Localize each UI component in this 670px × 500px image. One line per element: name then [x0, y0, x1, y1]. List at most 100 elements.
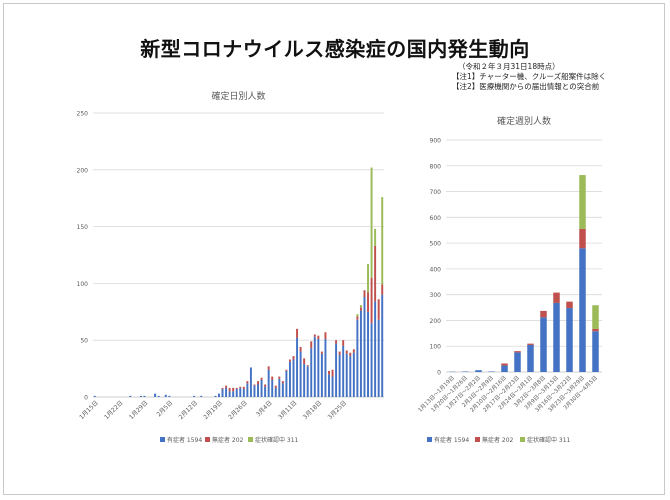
bar-segment-symptomatic [257, 384, 259, 397]
bar-segment-symptomatic [377, 319, 380, 397]
bar-segment-confirming [370, 167, 373, 278]
y-tick-label: 900 [430, 138, 442, 145]
bar-segment-asymptomatic [367, 292, 369, 312]
bar-segment-symptomatic [306, 366, 309, 397]
bar-segment-symptomatic [501, 365, 508, 372]
bar-segment-symptomatic [221, 389, 224, 397]
page-title: 新型コロナウイルス感染症の国内発生動向 [140, 37, 530, 61]
bar-segment-asymptomatic [257, 381, 259, 385]
bar-segment-symptomatic [274, 387, 277, 397]
bar-segment-symptomatic [338, 354, 341, 397]
bar-segment-confirming [381, 197, 384, 285]
y-tick-label: 300 [430, 292, 442, 299]
bar-segment-confirming [359, 304, 362, 308]
bar-segment-asymptomatic [370, 277, 373, 324]
bar-segment-symptomatic [540, 317, 547, 372]
bar-segment-asymptomatic [363, 290, 366, 298]
bar-segment-asymptomatic [592, 328, 599, 332]
bar-segment-asymptomatic [246, 381, 249, 384]
bar-segment-symptomatic [218, 393, 220, 397]
bar-segment-symptomatic [193, 395, 196, 397]
bar-segment-symptomatic [320, 353, 323, 397]
bar-segment-symptomatic [157, 395, 160, 397]
bar-segment-asymptomatic [310, 341, 313, 349]
legend-swatch-symptomatic [160, 437, 165, 442]
bar-segment-asymptomatic [335, 340, 338, 344]
legend-swatch-symptomatic [427, 437, 432, 442]
legend-swatch-asymptomatic [475, 437, 480, 442]
bar-segment-asymptomatic [374, 245, 377, 302]
bar-segment-symptomatic [235, 389, 238, 397]
y-tick-label: 100 [430, 344, 442, 351]
bar-segment-asymptomatic [225, 385, 228, 388]
bar-segment-confirming [592, 305, 599, 329]
bar-segment-asymptomatic [235, 387, 238, 390]
bar-segment-symptomatic [374, 301, 377, 397]
bar-segment-symptomatic [345, 353, 348, 397]
bar-segment-symptomatic [331, 376, 334, 397]
bar-segment-asymptomatic [313, 334, 316, 337]
bar-segment-symptomatic [164, 394, 167, 397]
bar-segment-symptomatic [267, 369, 270, 397]
bar-segment-symptomatic [313, 336, 316, 397]
bar-segment-symptomatic [249, 367, 252, 397]
bar-segment-symptomatic [356, 319, 359, 397]
bar-segment-symptomatic [246, 383, 249, 397]
y-tick-label: 100 [77, 281, 89, 288]
bar-segment-asymptomatic [228, 387, 231, 392]
bar-segment-symptomatic [381, 294, 384, 397]
bar-segment-confirming [579, 175, 586, 229]
x-tick-label: 1月29日 [128, 399, 150, 421]
bar-segment-asymptomatic [253, 384, 256, 386]
bar-segment-asymptomatic [381, 284, 384, 295]
bar-segment-asymptomatic [221, 387, 224, 390]
chart-title: 確定週別人数 [497, 115, 551, 127]
bar-segment-asymptomatic [299, 347, 302, 352]
legend-swatch-asymptomatic [205, 437, 210, 442]
bar-segment-symptomatic [232, 391, 235, 397]
y-tick-label: 50 [80, 338, 88, 345]
x-tick-label: 3月4日 [255, 399, 274, 418]
bar-segment-asymptomatic [271, 376, 274, 380]
bar-segment-symptomatic [328, 374, 330, 397]
chart-title: 確定日別人数 [211, 90, 265, 102]
y-tick-label: 0 [437, 370, 441, 377]
bar-segment-symptomatic [242, 389, 245, 397]
bar-segment-symptomatic [579, 248, 586, 372]
bar-segment-asymptomatic [281, 381, 284, 384]
bar-segment-asymptomatic [527, 343, 534, 345]
bar-segment-asymptomatic [553, 292, 560, 303]
bar-segment-asymptomatic [356, 316, 359, 320]
y-tick-label: 500 [430, 241, 442, 248]
legend-label: 有症者 1594 [434, 436, 469, 444]
bar-segment-asymptomatic [331, 369, 334, 377]
bar-segment-asymptomatic [342, 340, 345, 346]
bar-segment-symptomatic [93, 395, 96, 397]
bar-segment-symptomatic [370, 323, 373, 397]
x-tick-label: 2月12日 [178, 399, 200, 421]
y-tick-label: 250 [77, 111, 89, 118]
bar-segment-symptomatic [139, 395, 142, 397]
bar-segment-symptomatic [239, 387, 242, 397]
legend-swatch-confirming [520, 437, 525, 442]
bar-segment-symptomatic [168, 395, 171, 397]
x-tick-label: 1月15日 [78, 399, 100, 421]
bar-segment-symptomatic [527, 344, 534, 372]
bar-segment-symptomatic [592, 331, 599, 372]
x-tick-label: 3月18日 [302, 399, 324, 421]
x-tick-label: 2月19日 [202, 399, 224, 421]
bar-segment-asymptomatic [501, 363, 508, 366]
bar-segment-symptomatic [154, 393, 157, 397]
bar-segment-asymptomatic [328, 370, 330, 375]
y-tick-label: 600 [430, 215, 442, 222]
bar-segment-asymptomatic [267, 366, 270, 370]
bar-segment-asymptomatic [274, 385, 277, 388]
x-tick-label: 3月25日 [327, 399, 349, 421]
bar-segment-confirming [374, 228, 377, 246]
bar-segment-asymptomatic [306, 365, 309, 367]
bar-segment-asymptomatic [239, 386, 242, 388]
bar-segment-symptomatic [228, 391, 231, 397]
bar-segment-symptomatic [143, 395, 146, 397]
slide-frame [3, 3, 665, 495]
bar-segment-symptomatic [299, 351, 302, 397]
